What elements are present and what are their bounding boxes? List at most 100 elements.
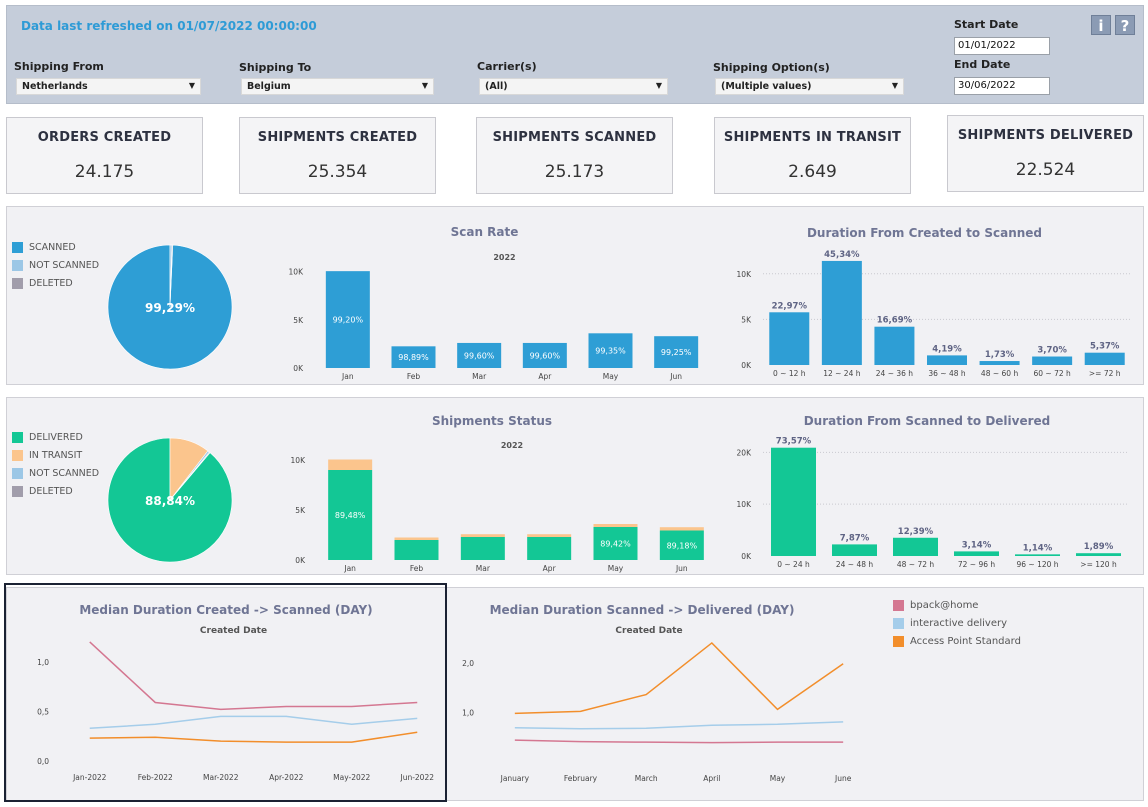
x-tick-label: Jan	[341, 372, 354, 381]
series-line-access-point-standard	[514, 641, 844, 715]
x-tick-label: Mar-2022	[203, 773, 239, 782]
legend-label: NOT SCANNED	[29, 259, 100, 271]
bar-value-label: 99,25%	[661, 348, 692, 357]
x-tick-label: Apr	[543, 564, 557, 573]
shipping-to-dropdown[interactable]: Belgium ▼	[241, 78, 434, 95]
info-icon[interactable]: i	[1091, 15, 1111, 35]
carrier-dropdown[interactable]: (All) ▼	[479, 78, 668, 95]
y-tick-label: 2,0	[462, 659, 474, 668]
x-tick-label: March	[635, 774, 658, 783]
legend-swatch	[12, 467, 23, 479]
legend-label: NOT SCANNED	[29, 467, 100, 479]
bar-in-transit	[659, 527, 704, 531]
carrier-value: (All)	[485, 81, 508, 92]
scan-legend: SCANNED NOT SCANNED DELETED	[12, 238, 99, 292]
legend-item-in-transit[interactable]: IN TRANSIT	[12, 446, 99, 464]
duration-scanned-delivered-title: Duration From Scanned to Delivered	[803, 414, 1051, 428]
bar-value-label: 89,42%	[600, 540, 631, 549]
shipping-from-value: Netherlands	[22, 81, 88, 92]
legend-label: SCANNED	[29, 241, 76, 253]
status-pie-chart[interactable]: 88,84%	[105, 435, 235, 565]
end-date-label: End Date	[954, 58, 1011, 71]
chevron-down-icon: ▼	[421, 81, 428, 90]
shipping-option-dropdown[interactable]: (Multiple values) ▼	[715, 78, 904, 95]
x-tick-label: 0 ~ 24 h	[777, 560, 810, 569]
bar	[457, 342, 502, 368]
legend-label: Access Point Standard	[910, 635, 1021, 647]
x-tick-label: 60 ~ 72 h	[1034, 369, 1072, 378]
end-date-input[interactable]: 30/06/2022	[954, 77, 1050, 95]
scan-rate-chart[interactable]: 0K 5K 10K 99,20% Jan 98,89% Feb 99,60% Mar 99,60%…	[277, 262, 707, 382]
shipping-from-dropdown[interactable]: Netherlands ▼	[16, 78, 201, 95]
legend-item-interactive[interactable]: interactive delivery	[893, 614, 1021, 632]
x-tick-label: April	[703, 774, 720, 783]
x-tick-label: Apr-2022	[269, 773, 304, 782]
shipments-status-chart[interactable]: 0K 5K 10K 89,48% Jan Feb Mar Apr 89,42% May 89,18%…	[277, 450, 717, 574]
legend-item-bpack[interactable]: bpack@home	[893, 596, 1021, 614]
median-created-scanned-subtitle: Created Date	[199, 626, 268, 636]
legend-item-deleted[interactable]: DELETED	[12, 482, 99, 500]
duration-created-scanned-chart[interactable]: 0K 5K 10K 22,97% 0 ~ 12 h 45,34% 12 ~ 24 h 16,6…	[727, 247, 1137, 382]
bar-value-label: 7,87%	[840, 533, 870, 543]
bar	[1032, 356, 1073, 365]
duration-scanned-delivered-chart[interactable]: 0K 10K 20K 73,57% 0 ~ 24 h 7,87% 24 ~ 48 h 12,3…	[727, 434, 1137, 574]
bar-in-transit	[394, 537, 439, 540]
pie-center-label: 88,84%	[145, 494, 195, 508]
x-tick-label: Feb	[410, 564, 424, 573]
x-tick-label: January	[500, 774, 530, 783]
x-tick-label: Mar	[476, 564, 491, 573]
y-tick-label: 0,5	[37, 707, 49, 716]
y-tick-label: 1,0	[37, 658, 49, 667]
legend-item-delivered[interactable]: DELIVERED	[12, 428, 99, 446]
series-line-interactive-delivery	[514, 721, 844, 730]
x-tick-label: 48 ~ 60 h	[981, 369, 1019, 378]
bar	[654, 336, 699, 368]
median-created-scanned-title: Median Duration Created -> Scanned (DAY)	[79, 603, 373, 617]
bar-in-transit	[328, 459, 373, 470]
bar	[893, 537, 938, 556]
x-tick-label: 24 ~ 36 h	[876, 369, 914, 378]
legend-item-not-scanned[interactable]: NOT SCANNED	[12, 256, 99, 274]
bar	[771, 447, 816, 556]
y-tick-label: 10K	[291, 456, 307, 465]
x-tick-label: Mar	[472, 372, 487, 381]
median-created-scanned-chart[interactable]: 0,0 0,5 1,0 Jan-2022 Feb-2022 Mar-2022 Apr-202…	[32, 637, 446, 797]
kpi-value: 24.175	[74, 162, 135, 182]
legend-item-deleted[interactable]: DELETED	[12, 274, 99, 292]
legend-item-not-scanned[interactable]: NOT SCANNED	[12, 464, 99, 482]
start-date-input[interactable]: 01/01/2022	[954, 37, 1050, 55]
scan-pie-chart[interactable]: 99,29%	[105, 242, 235, 372]
x-tick-label: 48 ~ 72 h	[897, 560, 935, 569]
kpi-shipments-in-transit: SHIPMENTS IN TRANSIT 2.649	[714, 117, 911, 194]
x-tick-label: >= 120 h	[1080, 560, 1117, 569]
help-icon[interactable]: ?	[1115, 15, 1135, 35]
y-tick-label: 20K	[737, 448, 753, 457]
y-tick-label: 0K	[741, 552, 752, 561]
chevron-down-icon: ▼	[655, 81, 662, 90]
bar-value-label: 99,60%	[464, 351, 495, 360]
median-legend: bpack@home interactive delivery Access P…	[893, 596, 1021, 650]
x-tick-label: May	[608, 564, 624, 573]
bar	[1084, 352, 1125, 365]
scan-panel: SCANNED NOT SCANNED DELETED 99,29% Scan …	[6, 206, 1144, 385]
legend-item-scanned[interactable]: SCANNED	[12, 238, 99, 256]
shipments-status-title: Shipments Status	[431, 414, 553, 428]
bar	[927, 355, 967, 365]
kpi-title: SHIPMENTS CREATED	[257, 130, 418, 145]
legend-item-access-point[interactable]: Access Point Standard	[893, 632, 1021, 650]
bar-value-label: 3,14%	[962, 540, 992, 550]
legend-label: interactive delivery	[910, 617, 1008, 629]
y-tick-label: 10K	[737, 500, 753, 509]
bar-delivered	[527, 537, 572, 560]
y-tick-label: 0K	[741, 361, 752, 370]
median-scanned-delivered-chart[interactable]: 1,0 2,0 January February March April May June	[452, 638, 872, 793]
selected-chart-frame: Median Duration Created -> Scanned (DAY)…	[4, 583, 447, 802]
refresh-text: Data last refreshed on 01/07/2022 00:00:…	[21, 19, 317, 33]
kpi-value: 2.649	[788, 162, 837, 182]
bar-value-label: 1,73%	[985, 350, 1015, 360]
status-panel: DELIVERED IN TRANSIT NOT SCANNED DELETED…	[6, 397, 1144, 575]
bar	[954, 551, 999, 556]
bar-value-label: 16,69%	[877, 316, 913, 326]
legend-label: DELETED	[29, 277, 73, 289]
kpi-shipments-created: SHIPMENTS CREATED 25.354	[239, 117, 436, 194]
